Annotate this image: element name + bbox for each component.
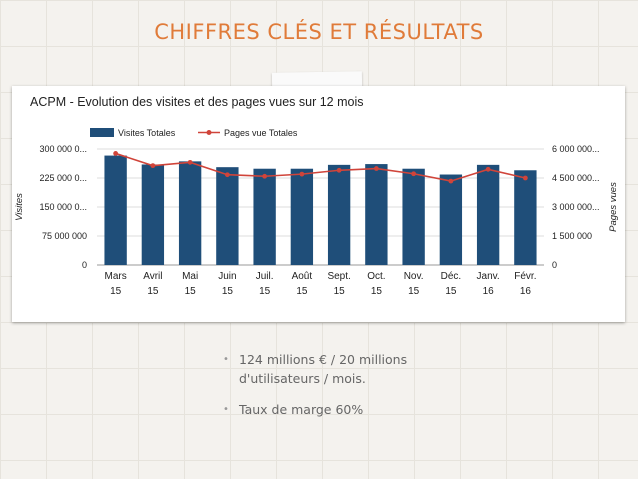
bullet-dot-icon: • — [223, 404, 229, 415]
line-point-pages-vues — [150, 163, 156, 169]
chart-title: ACPM - Evolution des visites et des page… — [30, 95, 363, 109]
bullet-list: • 124 millions € / 20 millions d'utilisa… — [223, 350, 483, 431]
bar-visites — [365, 164, 388, 265]
y-tick-label: 75 000 000 — [42, 231, 87, 241]
legend-label-visites: Visites Totales — [118, 128, 176, 138]
y-tick-label: 225 000 0... — [39, 173, 87, 183]
y-right-tick-label: 1 500 000 — [552, 231, 592, 241]
x-tick-label-year: 15 — [110, 286, 122, 297]
bar-visites — [514, 170, 537, 265]
bar-visites — [290, 168, 314, 265]
x-tick-label-month: Juil. — [256, 271, 274, 282]
x-tick-label-month: Mars — [105, 271, 127, 282]
x-tick-label-year: 16 — [520, 286, 532, 297]
line-point-pages-vues — [187, 159, 193, 165]
x-tick-label-month: Déc. — [441, 271, 462, 282]
x-tick-label-month: Oct. — [367, 271, 385, 282]
x-tick-label-month: Févr. — [514, 271, 536, 282]
line-point-pages-vues — [336, 167, 342, 173]
line-pages-vues — [115, 152, 526, 182]
x-tick-label-year: 15 — [185, 286, 197, 297]
x-tick-label-year: 15 — [259, 286, 271, 297]
bar-visites — [178, 161, 202, 265]
bar-visites — [439, 174, 463, 265]
line-point-pages-vues — [299, 171, 305, 177]
legend-label-pages: Pages vue Totales — [224, 128, 298, 138]
combo-chart: ACPM - Evolution des visites et des page… — [14, 95, 619, 297]
bar-visites — [253, 168, 276, 265]
x-tick-label-month: Août — [292, 271, 313, 282]
x-tick-label-month: Nov. — [404, 271, 424, 282]
x-tick-label-month: Avril — [143, 271, 162, 282]
bar-visites — [327, 164, 351, 265]
line-point-pages-vues — [522, 175, 528, 181]
line-point-pages-vues — [113, 151, 119, 156]
line-point-pages-vues — [262, 173, 268, 179]
x-tick-label-month: Juin — [218, 271, 236, 282]
legend-line-marker — [206, 130, 212, 135]
x-tick-label-year: 15 — [334, 286, 346, 297]
y-right-tick-label: 6 000 000... — [552, 144, 600, 154]
line-point-pages-vues — [411, 171, 417, 177]
line-point-pages-vues — [485, 166, 491, 172]
bullet-dot-icon: • — [223, 354, 229, 365]
x-tick-label-year: 15 — [371, 286, 383, 297]
slide-title: CHIFFRES CLÉS ET RÉSULTATS — [154, 20, 484, 44]
x-tick-label-year: 15 — [408, 286, 420, 297]
chart-card: ACPM - Evolution des visites et des page… — [12, 86, 625, 322]
y-right-axis-label: Pages vues — [608, 182, 619, 232]
x-tick-label-month: Mai — [182, 271, 198, 282]
y-tick-label: 0 — [82, 260, 87, 270]
y-tick-label: 300 000 0... — [39, 144, 87, 154]
x-tick-label-month: Sept. — [327, 271, 350, 282]
y-right-tick-label: 3 000 000... — [552, 202, 600, 212]
line-point-pages-vues — [448, 178, 454, 184]
x-tick-label-month: Janv. — [477, 271, 500, 282]
bullet-item: • 124 millions € / 20 millions d'utilisa… — [223, 350, 483, 388]
x-tick-label-year: 16 — [483, 286, 495, 297]
bar-visites — [104, 155, 127, 265]
bar-visites — [402, 168, 425, 265]
bar-visites — [476, 164, 500, 265]
x-tick-label-year: 15 — [147, 286, 159, 297]
line-point-pages-vues — [373, 166, 379, 171]
x-tick-label-year: 15 — [296, 286, 308, 297]
line-point-pages-vues — [224, 172, 230, 178]
y-right-tick-label: 4 500 000... — [552, 173, 600, 183]
y-axis-label: Visites — [14, 193, 25, 221]
bar-visites — [216, 167, 239, 265]
y-tick-label: 150 000 0... — [39, 202, 87, 212]
bullet-text: Taux de marge 60% — [239, 402, 364, 417]
y-right-tick-label: 0 — [552, 260, 557, 270]
bullet-text: 124 millions € / 20 millions d'utilisate… — [239, 352, 408, 386]
legend-bar-swatch — [90, 128, 114, 137]
bullet-item: • Taux de marge 60% — [223, 400, 483, 419]
x-tick-label-year: 15 — [222, 286, 234, 297]
x-tick-label-year: 15 — [445, 286, 457, 297]
bar-visites — [141, 164, 165, 265]
